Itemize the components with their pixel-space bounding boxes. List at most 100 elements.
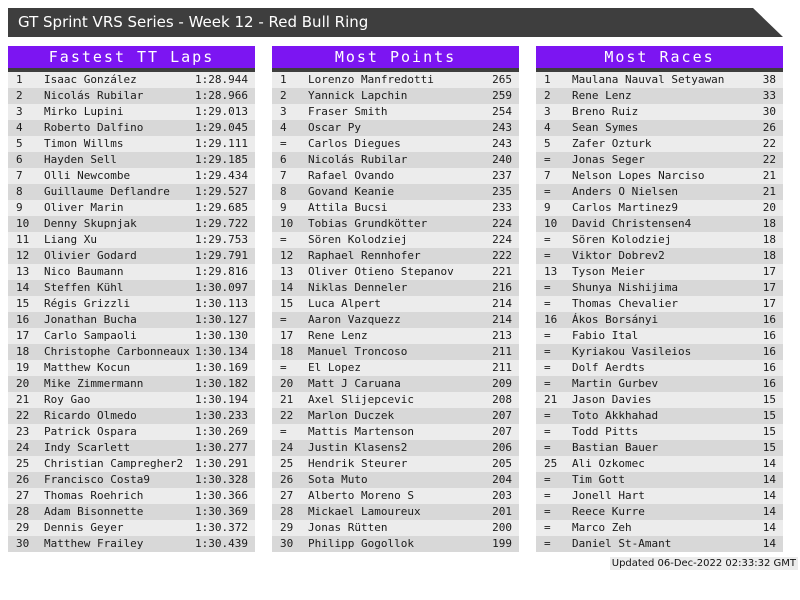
cell-rank: = (544, 185, 551, 198)
cell-rank: 1 (16, 73, 23, 86)
cell-name: Tobias Grundkötter (308, 217, 428, 230)
table-row: 16 Jonathan Bucha 1:30.127 (8, 312, 255, 328)
cell-name: Tim Gott (572, 473, 625, 486)
table-row: = Mattis Martenson 207 (272, 424, 519, 440)
board-fastest-tt-laps: Fastest TT Laps 1 Isaac González 1:28.944 2… (8, 46, 255, 552)
table-row: 25 Christian Campregher2 1:30.291 (8, 456, 255, 472)
table-row: 3 Breno Ruiz 30 (536, 104, 783, 120)
cell-rank: = (544, 489, 551, 502)
cell-value: 1:29.816 (195, 265, 248, 278)
cell-rank: = (280, 313, 287, 326)
cell-name: Rafael Ovando (308, 169, 395, 182)
cell-name: Mattis Martenson (308, 425, 414, 438)
cell-value: 199 (492, 537, 512, 550)
cell-name: El Lopez (308, 361, 361, 374)
cell-rank: 24 (280, 441, 294, 454)
cell-name: Isaac González (44, 73, 137, 86)
cell-value: 18 (762, 233, 776, 246)
cell-value: 211 (492, 361, 512, 374)
cell-name: Oscar Py (308, 121, 361, 134)
cell-rank: 26 (280, 473, 294, 486)
cell-value: 26 (762, 121, 776, 134)
cell-rank: = (544, 345, 551, 358)
table-row: 20 Mike Zimmermann 1:30.182 (8, 376, 255, 392)
cell-rank: 10 (280, 217, 294, 230)
cell-rank: 13 (544, 265, 558, 278)
cell-rank: 16 (16, 313, 30, 326)
table-row: 6 Hayden Sell 1:29.185 (8, 152, 255, 168)
cell-rank: 10 (544, 217, 558, 230)
cell-rank: = (544, 409, 551, 422)
cell-value: 254 (492, 105, 512, 118)
table-row: = El Lopez 211 (272, 360, 519, 376)
board-separator (272, 68, 519, 72)
cell-rank: 9 (544, 201, 551, 214)
cell-rank: = (280, 233, 287, 246)
table-row: 7 Olli Newcombe 1:29.434 (8, 168, 255, 184)
cell-name: David Christensen4 (572, 217, 692, 230)
cell-value: 1:29.527 (195, 185, 248, 198)
cell-value: 207 (492, 409, 512, 422)
cell-value: 22 (762, 153, 776, 166)
table-row: 12 Raphael Rennhofer 222 (272, 248, 519, 264)
cell-rank: = (280, 425, 287, 438)
cell-rank: 23 (16, 425, 30, 438)
cell-name: Jonas Rütten (308, 521, 388, 534)
cell-name: Philipp Gogollok (308, 537, 414, 550)
cell-name: Jason Davies (572, 393, 652, 406)
cell-rank: 7 (280, 169, 287, 182)
board-rows: 1 Lorenzo Manfredotti 265 2 Yannick Lapchin 2… (272, 72, 519, 552)
cell-rank: 29 (16, 521, 30, 534)
cell-value: 21 (762, 169, 776, 182)
board-header-most-races: Most Races (536, 46, 783, 68)
cell-value: 203 (492, 489, 512, 502)
table-row: 5 Timon Willms 1:29.111 (8, 136, 255, 152)
cell-name: Mickael Lamoureux (308, 505, 421, 518)
board-rows: 1 Maulana Nauval Setyawan 38 2 Rene Lenz 33 3 B… (536, 72, 783, 552)
cell-name: Matthew Frailey (44, 537, 144, 550)
cell-name: Thomas Chevalier (572, 297, 678, 310)
table-row: 1 Lorenzo Manfredotti 265 (272, 72, 519, 88)
board-separator (8, 68, 255, 72)
cell-rank: 12 (16, 249, 30, 262)
cell-value: 17 (762, 281, 776, 294)
table-row: = Todd Pitts 15 (536, 424, 783, 440)
cell-rank: = (544, 329, 551, 342)
cell-value: 1:30.328 (195, 473, 248, 486)
table-row: = Martin Gurbev 16 (536, 376, 783, 392)
cell-name: Christian Campregher2 (44, 457, 184, 470)
cell-value: 209 (492, 377, 512, 390)
table-row: 21 Axel Slijepcevic 208 (272, 392, 519, 408)
cell-value: 1:30.169 (195, 361, 248, 374)
cell-value: 14 (762, 505, 776, 518)
cell-name: Anders O Nielsen (572, 185, 678, 198)
cell-name: Alberto Moreno S (308, 489, 414, 502)
table-row: = Reece Kurre 14 (536, 504, 783, 520)
cell-name: Martin Gurbev (572, 377, 659, 390)
cell-value: 1:29.045 (195, 121, 248, 134)
table-row: 17 Carlo Sampaoli 1:30.130 (8, 328, 255, 344)
cell-rank: = (544, 297, 551, 310)
cell-name: Manuel Troncoso (308, 345, 408, 358)
table-row: = Jonell Hart 14 (536, 488, 783, 504)
table-row: 6 Nicolás Rubilar 240 (272, 152, 519, 168)
table-row: 3 Fraser Smith 254 (272, 104, 519, 120)
cell-rank: = (544, 425, 551, 438)
cell-rank: 21 (16, 393, 30, 406)
cell-rank: 28 (16, 505, 30, 518)
cell-value: 1:28.944 (195, 73, 248, 86)
cell-value: 1:30.127 (195, 313, 248, 326)
cell-value: 1:30.369 (195, 505, 248, 518)
cell-name: Carlos Martinez9 (572, 201, 678, 214)
cell-rank: 25 (280, 457, 294, 470)
cell-rank: 26 (16, 473, 30, 486)
cell-name: Rene Lenz (572, 89, 632, 102)
table-row: 9 Oliver Marin 1:29.685 (8, 200, 255, 216)
cell-name: Shunya Nishijima (572, 281, 678, 294)
cell-value: 16 (762, 361, 776, 374)
cell-name: Breno Ruiz (572, 105, 639, 118)
cell-name: Zafer Ozturk (572, 137, 652, 150)
cell-rank: 9 (16, 201, 23, 214)
cell-name: Nico Baumann (44, 265, 124, 278)
cell-name: Yannick Lapchin (308, 89, 408, 102)
